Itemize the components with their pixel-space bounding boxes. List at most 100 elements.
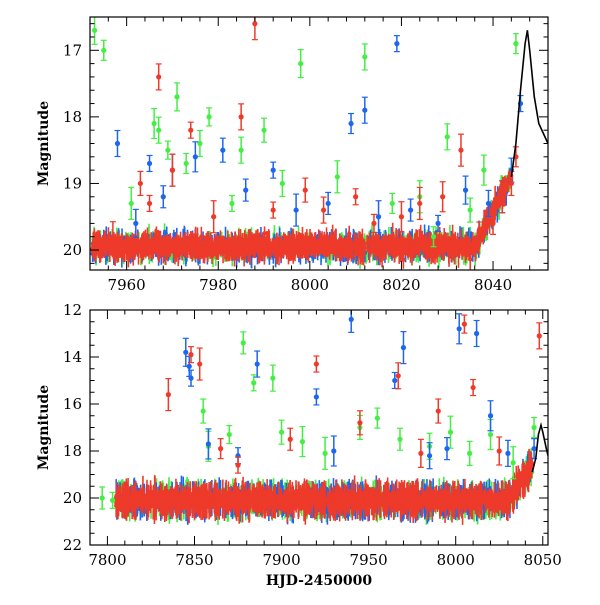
baseline-point xyxy=(250,244,254,248)
data-point xyxy=(445,134,450,139)
baseline-point xyxy=(164,239,168,243)
baseline-point xyxy=(447,240,451,244)
data-point xyxy=(362,54,367,59)
baseline-scatter xyxy=(114,448,534,524)
data-point xyxy=(463,188,468,193)
baseline-point xyxy=(406,242,410,246)
data-point xyxy=(161,194,166,199)
baseline-point xyxy=(237,249,241,253)
data-point xyxy=(490,221,495,226)
baseline-point xyxy=(436,249,440,253)
data-point xyxy=(458,148,463,153)
baseline-point xyxy=(199,240,203,244)
baseline-point xyxy=(243,249,247,253)
baseline-point xyxy=(175,250,179,254)
data-point xyxy=(362,108,367,113)
baseline-point xyxy=(287,244,291,248)
baseline-point xyxy=(397,243,401,247)
baseline-point xyxy=(412,249,416,253)
data-point xyxy=(394,41,399,46)
data-point xyxy=(280,181,285,186)
data-point xyxy=(399,214,404,219)
baseline-point xyxy=(233,252,237,256)
data-point xyxy=(165,148,170,153)
baseline-point xyxy=(353,243,357,247)
x-tick-label: 7980 xyxy=(199,276,237,294)
baseline-point xyxy=(423,242,427,246)
data-point xyxy=(147,161,152,166)
baseline-scatter xyxy=(90,168,513,270)
data-point xyxy=(509,181,514,186)
baseline-point xyxy=(171,242,175,246)
data-point xyxy=(261,128,266,133)
baseline-point xyxy=(373,241,377,245)
data-point xyxy=(417,201,422,206)
data-point xyxy=(184,161,189,166)
baseline-point xyxy=(471,249,475,253)
data-point xyxy=(371,221,376,226)
data-point xyxy=(513,41,518,46)
baseline-point xyxy=(467,245,471,249)
data-point xyxy=(239,148,244,153)
data-point xyxy=(271,207,276,212)
baseline-point xyxy=(97,237,101,241)
baseline-point xyxy=(483,224,487,228)
baseline-point xyxy=(199,253,203,257)
baseline-point xyxy=(165,245,169,249)
data-point xyxy=(468,207,473,212)
baseline-point xyxy=(473,243,477,247)
data-point xyxy=(481,168,486,173)
baseline-point xyxy=(426,245,430,249)
x-tick-label: 8000 xyxy=(291,276,329,294)
data-point xyxy=(298,61,303,66)
data-point xyxy=(431,234,436,239)
baseline-point xyxy=(308,241,312,245)
baseline-point xyxy=(119,248,123,252)
baseline-point xyxy=(204,242,208,246)
baseline-point xyxy=(460,242,464,246)
baseline-point xyxy=(344,241,348,245)
baseline-point xyxy=(129,244,133,248)
red-series xyxy=(110,8,519,252)
data-point xyxy=(92,28,97,33)
data-point xyxy=(101,48,106,53)
data-point xyxy=(156,74,161,79)
baseline-point xyxy=(401,241,405,245)
x-tick-label: 8040 xyxy=(474,276,512,294)
baseline-point xyxy=(197,246,201,250)
y-axis-label: Magnitude xyxy=(36,101,52,186)
baseline-point xyxy=(361,245,365,249)
baseline-point xyxy=(168,249,172,253)
baseline-point xyxy=(406,250,410,254)
y-tick-label: 20 xyxy=(63,241,82,259)
baseline-point xyxy=(455,245,459,249)
data-point xyxy=(294,207,299,212)
baseline-point xyxy=(448,246,452,250)
baseline-point xyxy=(210,244,214,248)
baseline-point xyxy=(294,247,298,251)
y-tick-label: 19 xyxy=(63,174,82,192)
data-point xyxy=(188,128,193,133)
data-point xyxy=(211,214,216,219)
data-point xyxy=(110,234,115,239)
baseline-point xyxy=(300,241,304,245)
data-point xyxy=(353,194,358,199)
data-point xyxy=(129,201,134,206)
baseline-point xyxy=(464,252,468,256)
data-point xyxy=(477,227,482,232)
data-point xyxy=(174,94,179,99)
baseline-point xyxy=(141,245,145,249)
data-point xyxy=(321,207,326,212)
data-point xyxy=(133,221,138,226)
baseline-point xyxy=(494,201,498,205)
data-point xyxy=(156,128,161,133)
baseline-point xyxy=(315,247,319,251)
data-point xyxy=(326,201,331,206)
baseline-point xyxy=(278,240,282,244)
y-tick-label: 18 xyxy=(63,108,82,126)
baseline-point xyxy=(95,243,99,247)
data-point xyxy=(435,221,440,226)
